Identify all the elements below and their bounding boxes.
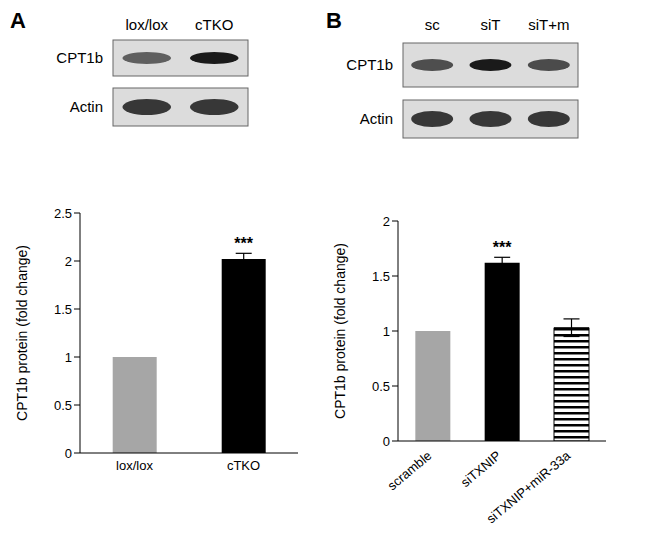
svg-text:siT+m: siT+m	[528, 16, 569, 33]
svg-text:siTXNIP+miR-33a: siTXNIP+miR-33a	[484, 447, 574, 526]
svg-text:CPT1b: CPT1b	[346, 56, 393, 73]
svg-text:sc: sc	[425, 16, 441, 33]
svg-text:Actin: Actin	[70, 98, 103, 115]
svg-text:1.5: 1.5	[54, 302, 72, 317]
svg-text:scramble: scramble	[385, 448, 435, 493]
svg-text:cTKO: cTKO	[195, 16, 233, 33]
svg-text:0: 0	[65, 446, 72, 461]
svg-text:2: 2	[65, 254, 72, 269]
svg-text:2.5: 2.5	[54, 206, 72, 221]
svg-text:lox/lox: lox/lox	[116, 458, 153, 473]
svg-text:Actin: Actin	[360, 110, 393, 127]
svg-text:***: ***	[493, 239, 512, 256]
svg-text:B: B	[326, 8, 342, 33]
svg-text:0: 0	[383, 434, 390, 449]
svg-text:***: ***	[234, 235, 253, 252]
svg-text:0.5: 0.5	[54, 398, 72, 413]
svg-text:A: A	[10, 8, 26, 33]
svg-text:cTKO: cTKO	[227, 458, 260, 473]
html-text:CPT1b protein (fold change): CPT1b protein (fold change)	[332, 243, 348, 419]
svg-text:1.5: 1.5	[372, 269, 390, 284]
svg-text:CPT1b: CPT1b	[56, 49, 103, 66]
svg-text:0.5: 0.5	[372, 379, 390, 394]
svg-text:1: 1	[383, 324, 390, 339]
svg-text:lox/lox: lox/lox	[125, 16, 168, 33]
svg-text:siTXNIP: siTXNIP	[458, 448, 504, 490]
svg-text:1: 1	[65, 350, 72, 365]
svg-text:2: 2	[383, 214, 390, 229]
svg-text:siT: siT	[481, 16, 501, 33]
html-text:CPT1b protein (fold change): CPT1b protein (fold change)	[14, 245, 30, 421]
